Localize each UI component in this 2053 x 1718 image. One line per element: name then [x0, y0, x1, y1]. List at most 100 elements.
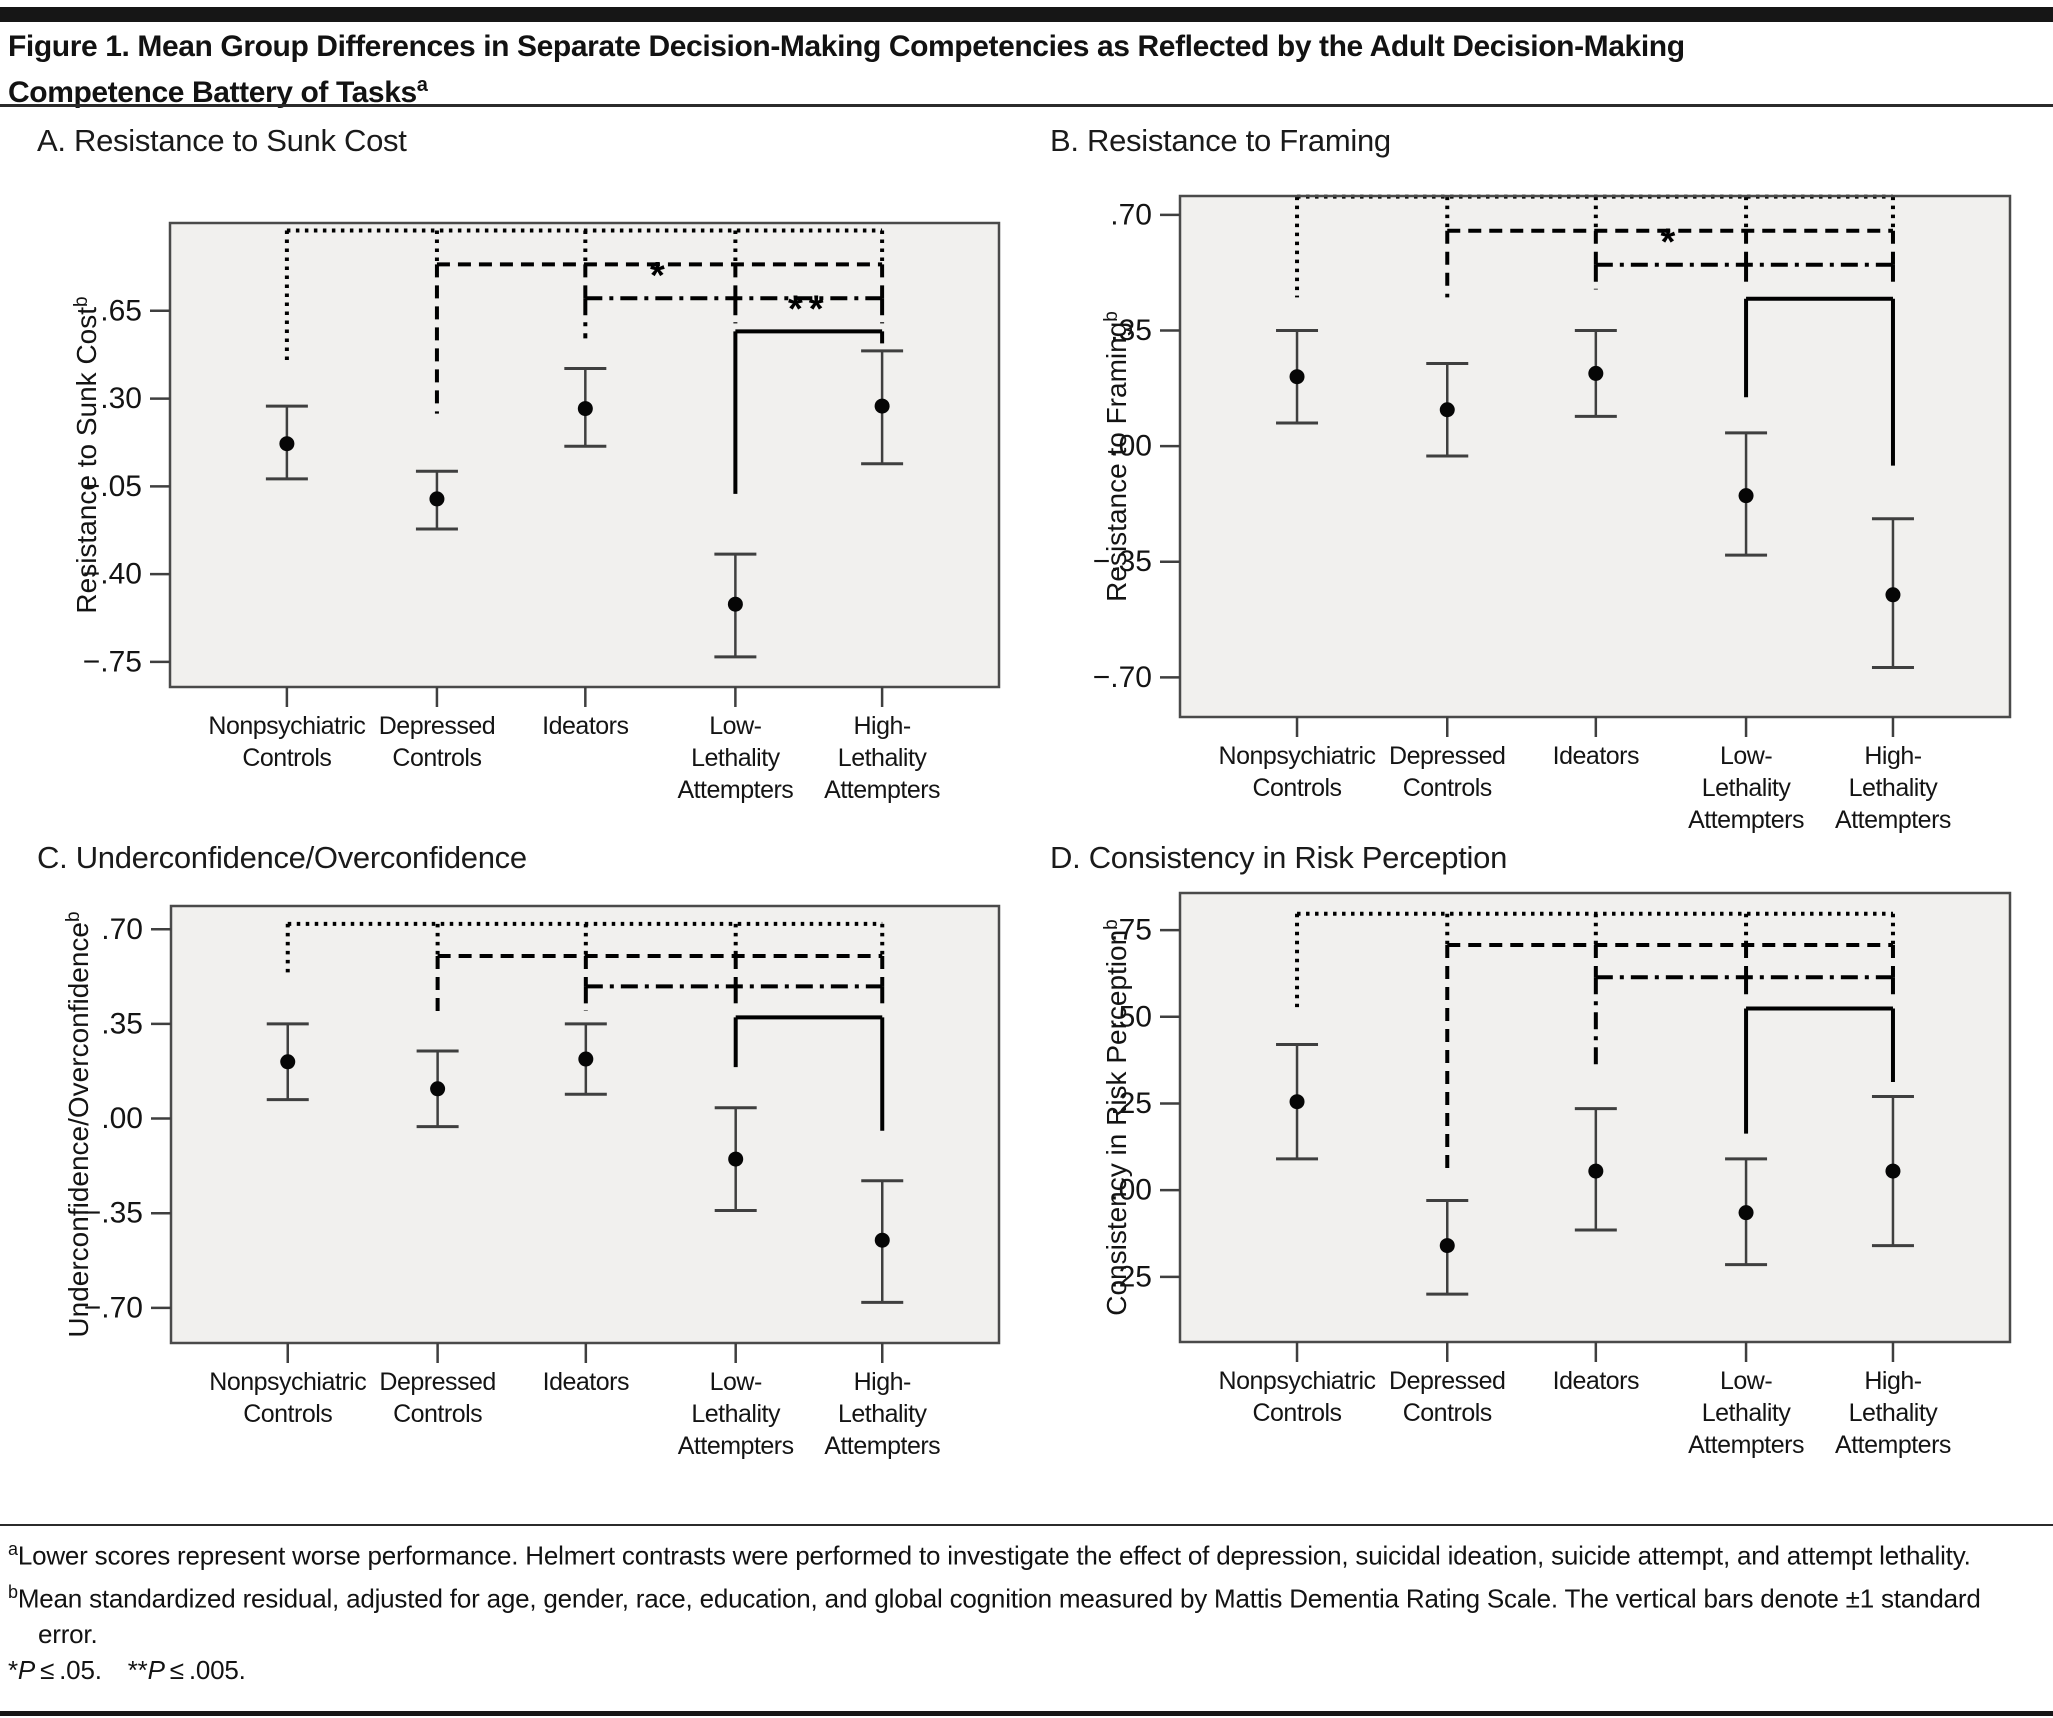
- x-category-label: Low- Lethality Attempters: [1688, 742, 1804, 834]
- panel-a-title: A. Resistance to Sunk Cost: [37, 123, 407, 158]
- footnotes: aLower scores represent worse performanc…: [8, 1531, 2045, 1688]
- x-category-line: Depressed: [379, 1368, 495, 1396]
- y-axis-title-text: Resistance to Framing: [1101, 322, 1132, 602]
- sig-star-1: *: [8, 1655, 18, 1686]
- x-category-label: High- Lethality Attempters: [824, 1368, 940, 1460]
- x-category-line: High-: [1864, 1367, 1921, 1395]
- y-tick-label: .70: [101, 913, 143, 946]
- significance-label: **: [788, 288, 830, 330]
- x-category-label: High- Lethality Attempters: [1835, 1367, 1951, 1459]
- x-category-line: Attempters: [678, 1432, 794, 1460]
- x-category-label: Nonpsychiatric Controls: [1219, 742, 1376, 802]
- y-tick-label: .25: [1110, 1260, 1152, 1293]
- y-tick-label: .50: [1110, 1000, 1152, 1033]
- x-category-line: Controls: [393, 1400, 482, 1428]
- plot-area: [171, 906, 999, 1343]
- mean-point: [430, 1081, 446, 1097]
- y-axis-title: Underconfidence/Overconfidenceb: [63, 911, 94, 1337]
- x-category-label: Depressed Controls: [379, 1368, 495, 1428]
- x-category-line: Attempters: [1835, 806, 1951, 834]
- x-category-line: Controls: [242, 744, 331, 772]
- plot-area: [1180, 196, 2010, 717]
- x-category-line: Lethality: [1849, 774, 1939, 802]
- y-tick-label: −.35: [1093, 545, 1152, 578]
- x-category-line: Controls: [1403, 1399, 1492, 1427]
- mean-point: [1885, 1163, 1901, 1179]
- sig-p-2: P: [147, 1655, 165, 1686]
- x-category-line: Controls: [1252, 1399, 1341, 1427]
- x-category-label: Ideators: [1553, 742, 1639, 770]
- x-category-line: Low-: [709, 712, 761, 740]
- x-category-line: Depressed: [379, 712, 495, 740]
- top-bar: [0, 7, 2053, 22]
- y-axis-title: Resistance to Sunk Costb: [71, 296, 102, 613]
- mean-point: [1885, 587, 1901, 603]
- y-axis-title-superscript: b: [71, 296, 92, 307]
- significance-label: *: [650, 255, 671, 297]
- y-tick-label: −.70: [1093, 661, 1152, 694]
- figure-title-line2: Competence Battery of Tasks: [8, 76, 417, 109]
- x-category-line: Lethality: [691, 744, 781, 772]
- x-category-label: Ideators: [543, 1368, 629, 1396]
- y-tick-label: .65: [100, 294, 142, 327]
- mean-point: [1289, 369, 1305, 385]
- y-axis-title-superscript: b: [1101, 311, 1122, 322]
- bottom-border: [0, 1711, 2053, 1716]
- x-category-line: Controls: [1252, 774, 1341, 802]
- y-tick-label: .30: [100, 382, 142, 415]
- x-category-label: Low- Lethality Attempters: [678, 1368, 794, 1460]
- mean-point: [1738, 488, 1754, 504]
- x-category-label: Low- Lethality Attempters: [1688, 1367, 1804, 1459]
- x-category-label: Nonpsychiatric Controls: [208, 712, 365, 772]
- y-axis-title: Consistency in Risk Perceptionb: [1101, 919, 1132, 1316]
- x-category-line: Nonpsychiatric: [1219, 1367, 1376, 1395]
- mean-point: [727, 596, 743, 612]
- sig-p-1: P: [17, 1655, 36, 1686]
- figure-title: Figure 1. Mean Group Differences in Sepa…: [8, 27, 2048, 112]
- x-category-line: Attempters: [824, 1432, 940, 1460]
- sig-threshold-2: ≤ .005.: [164, 1655, 246, 1686]
- footnote-b: bMean standardized residual, adjusted fo…: [8, 1574, 2045, 1653]
- y-tick-label: −.70: [84, 1291, 143, 1324]
- x-category-line: High-: [1864, 742, 1921, 770]
- figure-title-line1: Figure 1. Mean Group Differences in Sepa…: [8, 30, 1685, 63]
- x-category-line: Attempters: [1835, 1431, 1951, 1459]
- footnote-b-marker: b: [8, 1581, 18, 1602]
- x-category-line: Lethality: [1702, 774, 1792, 802]
- footnote-b-text: Mean standardized residual, adjusted for…: [17, 1583, 1981, 1650]
- y-tick-label: −.75: [83, 645, 142, 678]
- mean-point: [280, 1054, 296, 1070]
- x-category-line: High-: [854, 1368, 911, 1396]
- x-category-line: Ideators: [1553, 1367, 1639, 1395]
- x-category-line: Low-: [710, 1368, 762, 1396]
- mean-point: [1439, 402, 1455, 418]
- x-category-label: Depressed Controls: [379, 712, 495, 772]
- x-category-line: High-: [853, 712, 910, 740]
- x-category-line: Low-: [1720, 1367, 1772, 1395]
- x-category-line: Controls: [392, 744, 481, 772]
- x-category-line: Lethality: [838, 744, 928, 772]
- mean-point: [1588, 365, 1604, 381]
- panel-d-title: D. Consistency in Risk Perception: [1050, 840, 1508, 875]
- x-category-label: Depressed Controls: [1389, 1367, 1505, 1427]
- x-category-line: Lethality: [691, 1400, 781, 1428]
- x-category-label: High- Lethality Attempters: [1835, 742, 1951, 834]
- mean-point: [1289, 1094, 1305, 1110]
- y-tick-label: .00: [1110, 1174, 1152, 1207]
- mean-point: [279, 436, 295, 452]
- y-tick-label: −.05: [83, 470, 142, 503]
- y-tick-label: .35: [1110, 314, 1152, 347]
- x-category-label: Ideators: [1553, 1367, 1639, 1395]
- y-tick-label: .00: [1110, 430, 1152, 463]
- mean-point: [874, 398, 890, 414]
- x-category-label: High- Lethality Attempters: [824, 712, 940, 804]
- mean-point: [728, 1151, 744, 1167]
- x-category-line: Attempters: [677, 776, 793, 804]
- x-category-line: Depressed: [1389, 1367, 1505, 1395]
- footnote-a: aLower scores represent worse performanc…: [8, 1531, 2045, 1574]
- x-category-line: Ideators: [543, 1368, 629, 1396]
- x-category-line: Depressed: [1389, 742, 1505, 770]
